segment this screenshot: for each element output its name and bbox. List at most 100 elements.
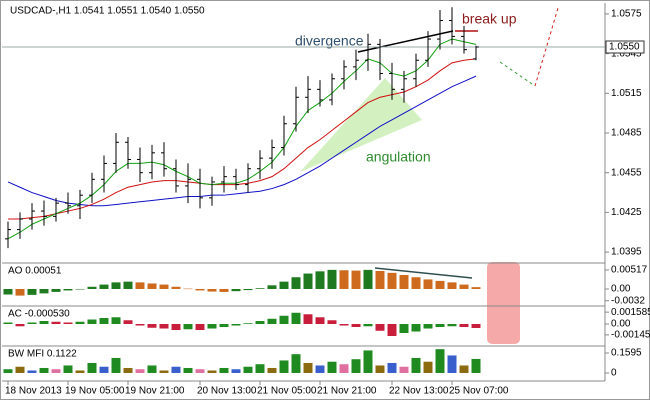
chart-title: USDCAD-,H1 1.0541 1.0551 1.0540 1.0550 <box>10 6 205 17</box>
histogram-bar <box>51 288 61 292</box>
histogram-bar <box>231 324 241 326</box>
histogram-bar <box>135 282 145 289</box>
x-tick-label: 22 Nov 13:00 <box>389 386 449 397</box>
histogram-bar <box>279 315 289 325</box>
angulation-zone <box>300 78 422 172</box>
histogram-bar <box>471 287 481 289</box>
y-tick-label: 1.0425 <box>611 207 642 218</box>
histogram-bar <box>39 367 49 373</box>
histogram-bar <box>459 284 469 289</box>
histogram-bar <box>207 288 217 292</box>
annotation: angulation <box>366 149 431 165</box>
y-tick-label: 0 <box>611 368 617 379</box>
histogram-bar <box>87 319 97 325</box>
histogram-bar <box>423 324 433 329</box>
histogram-bar <box>63 288 73 291</box>
histogram-bar <box>387 272 397 289</box>
histogram-bar <box>315 317 325 325</box>
histogram-bar <box>411 324 421 332</box>
histogram-bar <box>123 281 133 289</box>
histogram-bar <box>351 270 361 289</box>
histogram-bar <box>111 357 121 373</box>
histogram-bar <box>159 284 169 289</box>
histogram-bar <box>219 367 229 373</box>
panel-title: BW MFI 0.1122 <box>8 349 77 360</box>
histogram-bar <box>147 283 157 289</box>
histogram-bar <box>435 324 445 328</box>
histogram-bar <box>183 367 193 373</box>
histogram-bar <box>195 369 205 373</box>
histogram-bar <box>99 318 109 325</box>
x-tick-label: 21 Nov 05:00 <box>257 386 317 397</box>
histogram-bar <box>363 350 373 373</box>
histogram-bar <box>147 324 157 328</box>
histogram-bar <box>303 273 313 289</box>
histogram-bar <box>183 288 193 290</box>
histogram-bar <box>279 281 289 289</box>
histogram-bar <box>231 288 241 292</box>
histogram-bar <box>267 367 277 373</box>
projection-line <box>534 7 559 87</box>
histogram-bar <box>435 349 445 373</box>
histogram-bar <box>219 324 229 328</box>
histogram-bar <box>171 286 181 289</box>
histogram-bar <box>219 288 229 292</box>
y-tick-label: 0.00 <box>611 319 631 330</box>
histogram-bar <box>303 314 313 325</box>
histogram-bar <box>207 370 217 373</box>
moving-average <box>7 75 477 207</box>
histogram-bar <box>75 321 85 325</box>
x-tick-label: 19 Nov 05:00 <box>65 386 125 397</box>
histogram-bar <box>27 370 37 373</box>
histogram-bar <box>255 364 265 373</box>
histogram-bar <box>111 317 121 325</box>
histogram-bar <box>207 324 217 329</box>
x-tick-label: 21 Nov 21:00 <box>317 386 377 397</box>
histogram-bar <box>375 270 385 289</box>
histogram-bar <box>243 323 253 325</box>
histogram-bar <box>243 366 253 373</box>
histogram-bar <box>423 279 433 289</box>
panel-title: AC -0.000530 <box>8 309 70 320</box>
histogram-bar <box>87 286 97 289</box>
histogram-bar <box>471 358 481 373</box>
moving-average <box>8 58 477 220</box>
histogram-bar <box>363 324 373 327</box>
histogram-bar <box>135 324 145 326</box>
histogram-bar <box>423 361 433 373</box>
y-tick-label: 1.0575 <box>611 9 642 20</box>
histogram-bar <box>411 357 421 373</box>
histogram-bar <box>111 282 121 289</box>
histogram-bar <box>99 366 109 373</box>
y-tick-label: -0.0032 <box>611 295 645 306</box>
histogram-bar <box>327 320 337 325</box>
histogram-bar <box>75 370 85 373</box>
histogram-bar <box>171 324 181 331</box>
histogram-bar <box>51 369 61 373</box>
histogram-bar <box>303 362 313 373</box>
histogram-bar <box>339 364 349 373</box>
histogram-bar <box>3 369 13 373</box>
histogram-bar <box>315 365 325 373</box>
histogram-bar <box>195 324 205 331</box>
y-tick-label: 0.1595 <box>611 348 642 359</box>
signal-zone <box>487 262 520 344</box>
current-price-label: 1.0550 <box>609 42 640 53</box>
histogram-bar <box>243 288 253 291</box>
histogram-bar <box>3 288 13 295</box>
histogram-bar <box>63 365 73 373</box>
x-tick-label: 19 Nov 21:00 <box>125 386 185 397</box>
divergence-line <box>357 30 454 53</box>
y-tick-label: 1.0455 <box>611 167 642 178</box>
histogram-bar <box>411 277 421 289</box>
histogram-bar <box>159 370 169 373</box>
histogram-bar <box>39 321 49 325</box>
histogram-bar <box>159 324 169 329</box>
panel-title: AO 0.00051 <box>8 266 62 277</box>
histogram-bar <box>435 280 445 289</box>
y-tick-label: -0.00145 <box>611 330 650 341</box>
histogram-bar <box>351 359 361 373</box>
histogram-bar <box>327 361 337 373</box>
